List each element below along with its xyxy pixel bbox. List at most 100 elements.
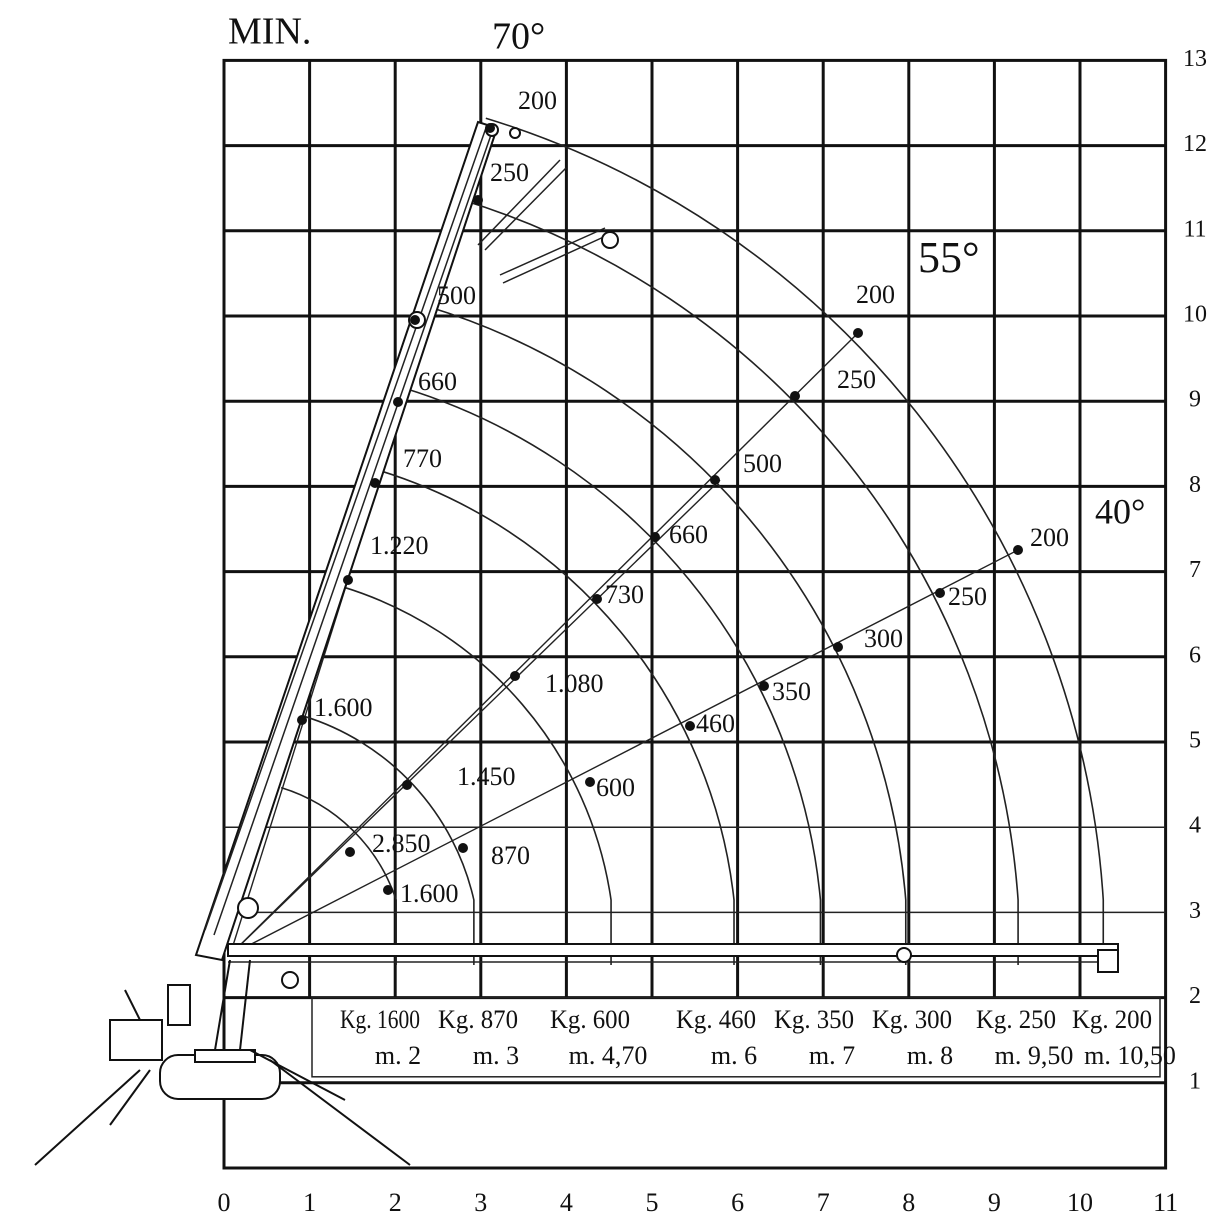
y-axis-label: 9: [1189, 387, 1201, 413]
x-axis-label: 3: [474, 1188, 487, 1217]
capacity-kg: Kg. 600: [550, 1005, 630, 1034]
load-label: 730: [605, 580, 644, 609]
load-point: [383, 885, 393, 895]
capacity-m: m. 6: [711, 1041, 757, 1070]
load-point: [343, 575, 353, 585]
load-arc: [485, 117, 1105, 965]
x-axis-label: 0: [218, 1188, 231, 1217]
load-arc: [302, 715, 475, 965]
load-label: 250: [948, 582, 987, 611]
load-arcs: [229, 117, 1105, 965]
y-axis-label: 3: [1189, 898, 1201, 924]
y-axis-label: 4: [1189, 813, 1201, 839]
load-point: [510, 671, 520, 681]
load-label: 250: [837, 365, 876, 394]
load-label: 870: [491, 841, 530, 870]
capacity-kg: Kg. 460: [676, 1005, 756, 1034]
load-point: [458, 843, 468, 853]
load-point: [650, 532, 660, 542]
load-point: [393, 397, 403, 407]
y-axis-label: 1: [1189, 1068, 1201, 1094]
capacity-kg: Kg. 200: [1072, 1005, 1152, 1034]
load-point: [710, 475, 720, 485]
y-axis-label: 12: [1183, 131, 1207, 157]
load-label: 460: [696, 709, 735, 738]
angle-ray: [229, 479, 721, 956]
capacity-kg: Kg. 870: [438, 1005, 518, 1034]
angle-label: 40°: [1095, 491, 1145, 531]
capacity-kg: Kg. 350: [774, 1005, 854, 1034]
boom: [194, 120, 619, 962]
capacity-m: m. 4,70: [569, 1041, 648, 1070]
capacity-kg: Kg. 250: [976, 1005, 1056, 1034]
load-label: 1.450: [457, 762, 516, 791]
load-point: [473, 195, 483, 205]
load-arc: [403, 387, 822, 965]
load-label: 600: [596, 773, 635, 802]
y-axis-label: 6: [1189, 642, 1201, 668]
x-axis-label: 11: [1153, 1188, 1178, 1217]
load-arc: [460, 198, 1019, 965]
y-axis-label: 2: [1189, 983, 1201, 1009]
angle-label: 55°: [918, 233, 980, 282]
load-label: 500: [743, 449, 782, 478]
load-point: [592, 594, 602, 604]
crane-body: [34, 959, 411, 1166]
x-axis-label: 5: [646, 1188, 659, 1217]
load-label: 500: [437, 281, 476, 310]
load-label: 2.850: [372, 829, 431, 858]
load-label: 250: [490, 158, 529, 187]
load-point: [833, 642, 843, 652]
load-point: [345, 847, 355, 857]
load-arc: [377, 469, 735, 965]
x-axis-label: 1: [303, 1188, 316, 1217]
load-point: [297, 715, 307, 725]
y-axis-label: 13: [1183, 46, 1207, 72]
capacity-m: m. 7: [809, 1041, 855, 1070]
capacity-m: m. 8: [907, 1041, 953, 1070]
load-label: 1.600: [314, 693, 373, 722]
load-point: [402, 780, 412, 790]
load-arc: [427, 305, 907, 965]
load-label: 200: [518, 86, 557, 115]
load-label: 770: [403, 444, 442, 473]
capacity-m: m. 2: [375, 1041, 421, 1070]
load-point: [685, 721, 695, 731]
x-axis-label: 9: [988, 1188, 1001, 1217]
angle-ray: [229, 332, 859, 956]
grid: [222, 58, 1168, 1170]
y-axis-label: 7: [1189, 557, 1201, 583]
load-point: [1013, 545, 1023, 555]
load-point: [485, 123, 495, 133]
load-label: 1.080: [545, 669, 604, 698]
load-label: 300: [864, 624, 903, 653]
x-axis-label: 2: [389, 1188, 402, 1217]
y-axis-label: 5: [1189, 728, 1201, 754]
load-point: [759, 681, 769, 691]
load-label: 200: [856, 280, 895, 309]
y-axis-label: 11: [1183, 216, 1206, 242]
load-label: 660: [669, 520, 708, 549]
x-axis-label: 10: [1067, 1188, 1093, 1217]
x-axis-label: 4: [560, 1188, 573, 1217]
capacity-m: m. 3: [473, 1041, 519, 1070]
capacity-kg: Kg. 1600: [340, 1005, 420, 1034]
capacity-kg: Kg. 300: [872, 1005, 952, 1034]
title: MIN.: [228, 11, 311, 53]
load-point: [370, 478, 380, 488]
load-point: [935, 588, 945, 598]
x-axis-label: 6: [731, 1188, 744, 1217]
load-label: 1.220: [370, 531, 429, 560]
load-point: [410, 315, 420, 325]
capacity-m: m. 9,50: [995, 1041, 1074, 1070]
x-axis-label: 7: [817, 1188, 830, 1217]
load-point: [585, 777, 595, 787]
horizontal-boom: [227, 943, 1119, 989]
x-axis-label: 8: [902, 1188, 915, 1217]
load-point: [790, 391, 800, 401]
load-arc: [280, 786, 397, 965]
y-axis-label: 10: [1183, 302, 1207, 328]
capacity-m: m. 10,50: [1084, 1041, 1176, 1070]
load-label: 660: [418, 367, 457, 396]
